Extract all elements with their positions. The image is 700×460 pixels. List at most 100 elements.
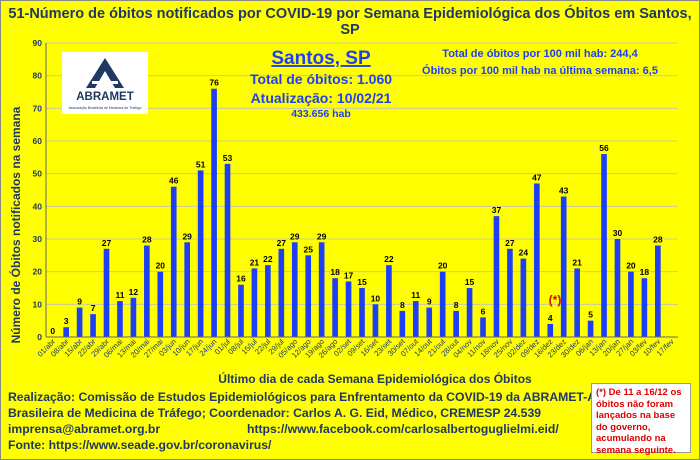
data-label: 20 (156, 261, 166, 271)
bar (560, 196, 567, 337)
bar (157, 271, 164, 337)
bar (507, 248, 513, 337)
data-label: 0 (50, 326, 55, 336)
data-label: 12 (129, 287, 139, 297)
data-label: 46 (169, 176, 179, 186)
data-label: 9 (77, 297, 82, 307)
y-tick-label: 10 (33, 299, 43, 309)
bar (439, 271, 446, 337)
update-date: Atualização: 10/02/21 (251, 90, 392, 106)
y-tick-label: 70 (33, 103, 43, 113)
bar (251, 268, 258, 337)
data-label: 24 (519, 248, 529, 258)
x-axis-label: Último dia de cada Semana Epidemiológica… (218, 371, 532, 386)
bar (533, 183, 540, 337)
y-tick-label: 60 (33, 136, 43, 146)
data-label: 47 (532, 172, 542, 182)
bar (372, 304, 379, 337)
rate-last-week: Óbitos por 100 mil hab na última semana:… (422, 64, 658, 77)
y-tick-label: 90 (33, 38, 43, 48)
bar (76, 307, 83, 337)
bar (90, 314, 96, 337)
data-label: 11 (411, 290, 420, 300)
data-label: 18 (640, 267, 650, 277)
logo-name: ABRAMET (76, 91, 134, 103)
bar (547, 323, 554, 337)
bar (184, 242, 191, 337)
y-tick-label: 40 (33, 201, 43, 211)
data-label: 10 (371, 293, 381, 303)
footer-credits-line2: Brasileira de Medicina de Tráfego; Coord… (8, 406, 542, 420)
data-label: 28 (142, 235, 152, 245)
footer-email[interactable]: imprensa@abramet.org.br (8, 422, 161, 436)
y-axis-label: Número de Óbitos notificados na semana (8, 106, 23, 343)
data-label: 15 (465, 277, 475, 287)
data-label: 76 (209, 78, 219, 88)
total-deaths: Total de óbitos: 1.060 (250, 71, 392, 87)
footer-facebook-link[interactable]: https://www.facebook.com/carlosalbertogu… (247, 422, 559, 436)
bar (386, 265, 392, 337)
bar (224, 163, 231, 337)
bar (197, 170, 204, 337)
bar (265, 265, 271, 337)
bar (641, 278, 648, 337)
data-label: 4 (548, 313, 553, 323)
bar (278, 248, 285, 337)
data-label: 29 (290, 231, 300, 241)
bar (412, 301, 419, 337)
bar (103, 248, 110, 337)
data-label: 25 (303, 244, 313, 254)
data-label: 27 (102, 238, 112, 248)
bar (170, 186, 177, 337)
data-label: 56 (599, 143, 609, 153)
data-label: 22 (263, 254, 273, 264)
data-label: 11 (115, 290, 124, 300)
chart-title: 51-Número de óbitos notificados por COVI… (8, 6, 692, 38)
y-tick-label: 0 (37, 332, 42, 342)
bar (466, 288, 473, 337)
bar (117, 301, 123, 337)
data-label: 9 (427, 297, 432, 307)
rate-total: Total de óbitos por 100 mil hab: 244,4 (442, 48, 638, 60)
data-label: 21 (572, 257, 582, 267)
bar (332, 278, 338, 337)
asterisk-mark: (*) (549, 293, 562, 307)
data-label: 28 (653, 235, 663, 245)
data-label: 18 (330, 267, 340, 277)
data-label: 20 (626, 261, 636, 271)
bar (211, 88, 217, 337)
y-tick-labels: 0 10 20 30 40 50 60 70 80 90 (33, 38, 43, 342)
y-tick-label: 50 (33, 169, 43, 179)
bar (426, 307, 433, 337)
bar (601, 154, 607, 337)
bar (614, 239, 621, 337)
data-label: 29 (182, 231, 192, 241)
bar (238, 284, 244, 337)
data-label: 21 (250, 257, 260, 267)
data-label: 29 (317, 231, 327, 241)
data-label: 3 (64, 316, 69, 326)
data-label: 43 (559, 186, 569, 196)
gridlines (46, 42, 678, 338)
data-label: 15 (357, 277, 367, 287)
data-label: 6 (481, 306, 486, 316)
data-label: 17 (344, 270, 354, 280)
data-label: 16 (236, 274, 246, 284)
bar (144, 245, 150, 337)
footer-credits-line1: Realização: Comissão de Estudos Epidemio… (8, 390, 655, 404)
bar (130, 297, 137, 337)
bar (587, 320, 594, 337)
data-label: 30 (613, 228, 623, 238)
y-tick-label: 80 (33, 71, 43, 81)
footer-source[interactable]: Fonte: https://www.seade.gov.br/coronavi… (8, 438, 272, 452)
bar (345, 281, 352, 337)
data-label: 8 (400, 300, 405, 310)
bar (493, 216, 500, 337)
city-title: Santos, SP (271, 48, 371, 69)
data-label: 27 (505, 238, 515, 248)
y-tick-label: 30 (33, 234, 43, 244)
bar (318, 242, 325, 337)
data-label: 22 (384, 254, 394, 264)
